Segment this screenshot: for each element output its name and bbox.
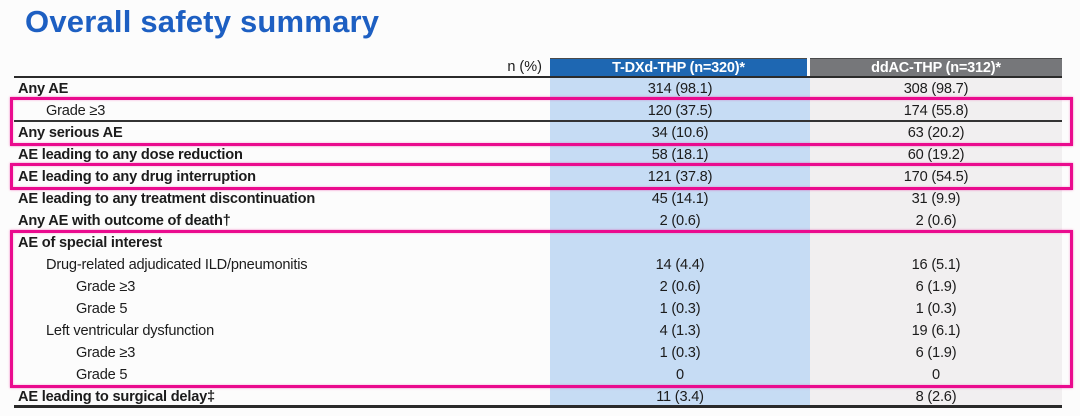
row-label: Any AE with outcome of death† [18, 213, 231, 229]
table-row: Any AE 314 (98.1) 308 (98.7) [14, 78, 1062, 100]
row-label: Grade 5 [76, 301, 128, 317]
row-value-ddac: 31 (9.9) [810, 188, 1062, 210]
table-row: Grade ≥3 120 (37.5) 174 (55.8) [14, 100, 1062, 122]
row-label: AE leading to any drug interruption [18, 169, 256, 185]
row-label: Left ventricular dysfunction [46, 323, 214, 339]
row-value-ddac: 170 (54.5) [810, 166, 1062, 188]
row-value-ddac: 0 [810, 364, 1062, 386]
row-value-ddac: 6 (1.9) [810, 342, 1062, 364]
safety-summary-table: n (%) T-DXd-THP (n=320)* ddAC-THP (n=312… [14, 58, 1062, 408]
table-corner-label: n (%) [507, 59, 542, 75]
row-value-tdxd: 34 (10.6) [550, 122, 810, 144]
row-value-tdxd [550, 232, 810, 254]
page-title: Overall safety summary [25, 4, 380, 39]
table-row: AE leading to any drug interruption 121 … [14, 166, 1062, 188]
row-label: AE leading to any dose reduction [18, 147, 243, 163]
table-row: AE leading to surgical delay‡ 11 (3.4) 8… [14, 386, 1062, 408]
row-label: Grade ≥3 [46, 103, 106, 119]
row-value-tdxd: 58 (18.1) [550, 144, 810, 166]
row-label: Grade ≥3 [76, 279, 136, 295]
row-label: Any serious AE [18, 125, 123, 141]
row-value-tdxd: 2 (0.6) [550, 210, 810, 232]
row-value-ddac: 1 (0.3) [810, 298, 1062, 320]
table-body: Any AE 314 (98.1) 308 (98.7) Grade ≥3 12… [14, 78, 1062, 408]
column-header-ddac-thp: ddAC-THP (n=312)* [810, 58, 1062, 76]
row-label: AE leading to surgical delay‡ [18, 389, 215, 405]
row-value-tdxd: 4 (1.3) [550, 320, 810, 342]
row-value-ddac: 174 (55.8) [810, 100, 1062, 120]
row-label: AE leading to any treatment discontinuat… [18, 191, 316, 207]
row-label: Any AE [18, 81, 69, 97]
row-value-ddac: 16 (5.1) [810, 254, 1062, 276]
row-label: Grade ≥3 [76, 345, 136, 361]
table-header-row: n (%) T-DXd-THP (n=320)* ddAC-THP (n=312… [14, 58, 1062, 78]
table-row: Any serious AE 34 (10.6) 63 (20.2) [14, 122, 1062, 144]
table-row: Grade 5 1 (0.3) 1 (0.3) [14, 298, 1062, 320]
row-value-ddac: 308 (98.7) [810, 78, 1062, 100]
row-value-tdxd: 0 [550, 364, 810, 386]
table-row: Grade ≥3 1 (0.3) 6 (1.9) [14, 342, 1062, 364]
table-row: Any AE with outcome of death† 2 (0.6) 2 … [14, 210, 1062, 232]
row-value-ddac: 2 (0.6) [810, 210, 1062, 232]
row-value-ddac: 60 (19.2) [810, 144, 1062, 166]
row-value-ddac: 8 (2.6) [810, 386, 1062, 405]
table-row: Drug-related adjudicated ILD/pneumonitis… [14, 254, 1062, 276]
table-row: AE leading to any dose reduction 58 (18.… [14, 144, 1062, 166]
row-value-tdxd: 1 (0.3) [550, 298, 810, 320]
row-value-ddac: 6 (1.9) [810, 276, 1062, 298]
row-value-ddac: 19 (6.1) [810, 320, 1062, 342]
row-label: Grade 5 [76, 367, 128, 383]
table-row: Left ventricular dysfunction 4 (1.3) 19 … [14, 320, 1062, 342]
row-value-tdxd: 45 (14.1) [550, 188, 810, 210]
row-value-tdxd: 1 (0.3) [550, 342, 810, 364]
row-value-tdxd: 2 (0.6) [550, 276, 810, 298]
row-label: Drug-related adjudicated ILD/pneumonitis [46, 257, 308, 273]
row-value-tdxd: 121 (37.8) [550, 166, 810, 188]
row-label: AE of special interest [18, 235, 163, 251]
row-value-tdxd: 11 (3.4) [550, 386, 810, 405]
row-value-tdxd: 14 (4.4) [550, 254, 810, 276]
table-row: Grade 5 0 0 [14, 364, 1062, 386]
table-row: AE of special interest [14, 232, 1062, 254]
column-header-tdxd-thp: T-DXd-THP (n=320)* [550, 58, 807, 76]
table-row: AE leading to any treatment discontinuat… [14, 188, 1062, 210]
row-value-ddac [810, 232, 1062, 254]
row-value-tdxd: 314 (98.1) [550, 78, 810, 100]
table-row: Grade ≥3 2 (0.6) 6 (1.9) [14, 276, 1062, 298]
row-value-tdxd: 120 (37.5) [550, 100, 810, 120]
row-value-ddac: 63 (20.2) [810, 122, 1062, 144]
